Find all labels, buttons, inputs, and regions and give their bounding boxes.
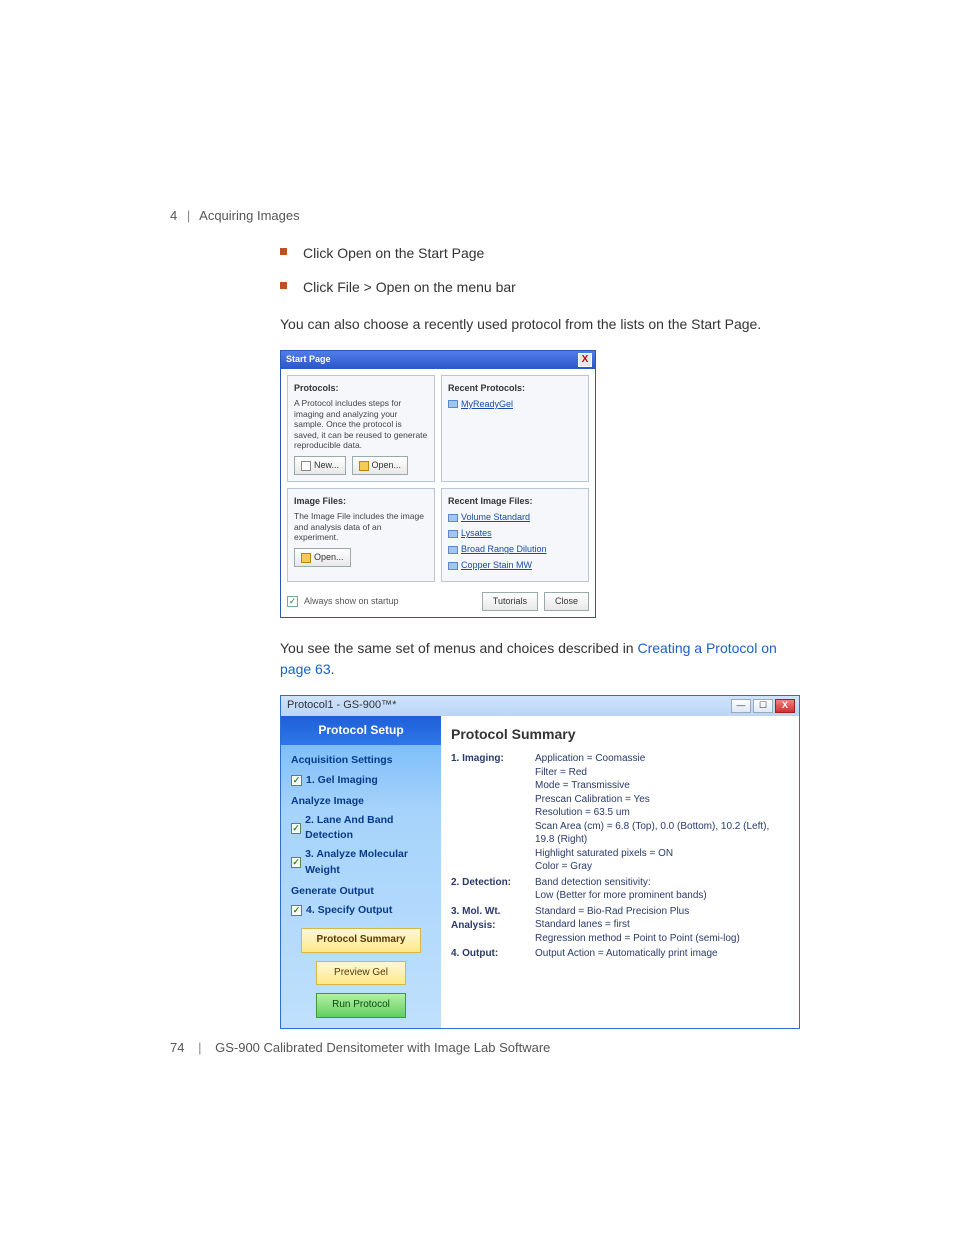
figure-protocol-window: Protocol1 - GS-900™* — ☐ X Protocol Setu… [280,695,780,1029]
sidebar-actions: Preview Gel Run Protocol [281,961,441,1028]
window-titlebar: Protocol1 - GS-900™* — ☐ X [281,696,799,716]
maximize-icon[interactable]: ☐ [753,699,773,713]
check-icon: ✓ [291,823,301,834]
window-body: Protocol Setup Acquisition Settings ✓1. … [281,716,799,1028]
open-button[interactable]: Open... [352,456,409,475]
protocols-heading: Protocols: [294,382,428,395]
recent-image-files-heading: Recent Image Files: [448,495,582,508]
para-suffix: . [331,661,335,677]
recent-image-link[interactable]: Copper Stain MW [448,559,582,572]
chapter-title: Acquiring Images [199,208,299,223]
summary-key: 1. Imaging: [451,752,529,874]
product-name: GS-900 Calibrated Densitometer with Imag… [215,1040,550,1055]
summary-value: Band detection sensitivity: Low (Better … [535,876,789,903]
summary-value: Output Action = Automatically print imag… [535,947,789,962]
protocols-description: A Protocol includes steps for imaging an… [294,398,428,451]
recent-image-link[interactable]: Lysates [448,527,582,540]
bullet-text: Click File > Open on the menu bar [303,277,516,297]
page-footer: 74 | GS-900 Calibrated Densitometer with… [170,1040,550,1055]
document-page: 4 | Acquiring Images Click Open on the S… [0,0,954,1235]
summary-value: Application = Coomassie Filter = Red Mod… [535,752,789,874]
close-icon[interactable]: X [775,699,795,713]
file-icon [448,546,458,554]
dialog-title: Start Page [286,353,578,366]
recent-image-files-panel: Recent Image Files: Volume Standard Lysa… [441,488,589,582]
bullet-square-icon [280,282,287,289]
preview-gel-button[interactable]: Preview Gel [316,961,406,986]
header-separator: | [187,208,190,223]
file-icon [448,400,458,408]
summary-key: 3. Mol. Wt. Analysis: [451,905,529,946]
protocols-panel: Protocols: A Protocol includes steps for… [287,375,435,482]
dialog-footer: ✓ Always show on startup Tutorials Close [287,588,589,611]
dialog-titlebar: Start Page X [281,351,595,369]
recent-protocols-panel: Recent Protocols: MyReadyGel [441,375,589,482]
recent-image-link[interactable]: Volume Standard [448,511,582,524]
para-prefix: You see the same set of menus and choice… [280,640,637,656]
chapter-number: 4 [170,208,177,223]
always-show-checkbox[interactable]: ✓ [287,596,298,607]
step-gel-imaging[interactable]: ✓1. Gel Imaging [291,773,431,788]
summary-key: 4. Output: [451,947,529,962]
summary-table: 1. Imaging: Application = Coomassie Filt… [451,752,789,962]
protocol-window: Protocol1 - GS-900™* — ☐ X Protocol Setu… [280,695,800,1029]
image-files-heading: Image Files: [294,495,428,508]
bullet-item: Click File > Open on the menu bar [280,277,780,297]
start-page-dialog: Start Page X Protocols: A Protocol inclu… [280,350,596,619]
section-acquisition: Acquisition Settings [291,753,431,768]
body-column: Click Open on the Start Page Click File … [280,243,780,1029]
bullet-square-icon [280,248,287,255]
step-molecular-weight[interactable]: ✓3. Analyze Molecular Weight [291,847,431,877]
summary-title: Protocol Summary [451,724,789,744]
protocol-main: Protocol Summary 1. Imaging: Application… [441,716,799,1028]
tutorials-button[interactable]: Tutorials [482,592,538,611]
sidebar-header: Protocol Setup [281,716,441,745]
sidebar-body: Acquisition Settings ✓1. Gel Imaging Ana… [281,745,441,960]
dialog-body: Protocols: A Protocol includes steps for… [281,369,595,618]
open-image-button[interactable]: Open... [294,548,351,567]
run-protocol-button[interactable]: Run Protocol [316,993,406,1018]
section-generate: Generate Output [291,884,431,899]
always-show-label: Always show on startup [304,595,476,608]
recent-protocol-link[interactable]: MyReadyGel [448,398,582,411]
file-icon [448,562,458,570]
close-button[interactable]: Close [544,592,589,611]
protocol-sidebar: Protocol Setup Acquisition Settings ✓1. … [281,716,441,1028]
folder-icon [301,553,311,563]
recent-image-link[interactable]: Broad Range Dilution [448,543,582,556]
new-button[interactable]: New... [294,456,346,475]
recent-protocols-heading: Recent Protocols: [448,382,582,395]
summary-value: Standard = Bio-Rad Precision Plus Standa… [535,905,789,946]
check-icon: ✓ [291,857,301,868]
figure-start-page: Start Page X Protocols: A Protocol inclu… [280,350,780,619]
paragraph: You see the same set of menus and choice… [280,638,780,679]
bullet-text: Click Open on the Start Page [303,243,484,263]
section-analyze: Analyze Image [291,794,431,809]
window-title: Protocol1 - GS-900™* [287,698,729,714]
document-icon [301,461,311,471]
file-icon [448,530,458,538]
summary-key: 2. Detection: [451,876,529,903]
image-files-description: The Image File includes the image and an… [294,511,428,543]
check-icon: ✓ [291,775,302,786]
file-icon [448,514,458,522]
paragraph: You can also choose a recently used prot… [280,314,780,334]
image-files-panel: Image Files: The Image File includes the… [287,488,435,582]
check-icon: ✓ [291,905,302,916]
bullet-item: Click Open on the Start Page [280,243,780,263]
page-number: 74 [170,1040,184,1055]
protocol-summary-button[interactable]: Protocol Summary [301,928,421,953]
minimize-icon[interactable]: — [731,699,751,713]
step-specify-output[interactable]: ✓4. Specify Output [291,903,431,918]
folder-icon [359,461,369,471]
close-icon[interactable]: X [578,353,592,367]
footer-separator: | [198,1040,201,1055]
step-lane-band[interactable]: ✓2. Lane And Band Detection [291,813,431,843]
running-header: 4 | Acquiring Images [170,208,300,223]
